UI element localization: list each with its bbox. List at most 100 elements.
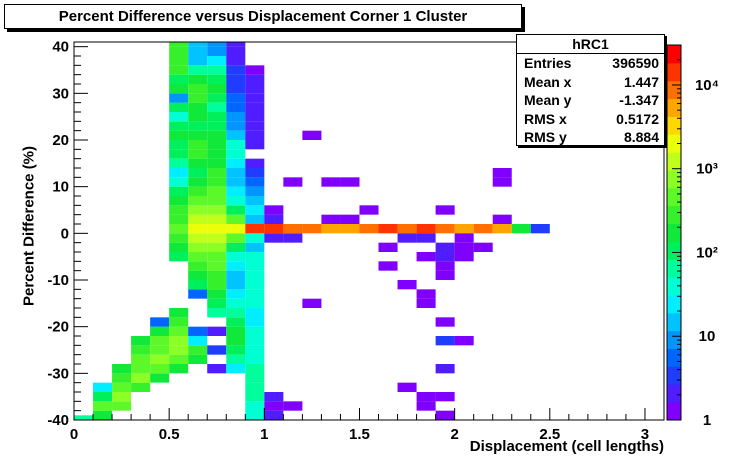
x-axis-label: Displacement (cell lengths) <box>469 438 664 455</box>
heatmap-cell <box>150 326 170 336</box>
heatmap-cell <box>207 42 227 47</box>
heatmap-cell <box>112 382 132 392</box>
heatmap-cell <box>245 224 265 234</box>
heatmap-cell <box>226 233 246 243</box>
heatmap-cell <box>188 233 208 243</box>
heatmap-cell <box>112 401 132 411</box>
y-tick-label: 0 <box>61 225 69 242</box>
heatmap-cell <box>416 224 436 234</box>
heatmap-cell <box>207 196 227 206</box>
heatmap-cell <box>245 326 265 346</box>
stats-value: 1.447 <box>623 73 659 90</box>
heatmap-cell <box>169 196 189 206</box>
heatmap-cell <box>131 345 151 355</box>
heatmap-cell <box>188 196 208 206</box>
heatmap-cell <box>188 93 208 103</box>
heatmap-cell <box>283 224 303 234</box>
heatmap-cell <box>226 177 246 187</box>
stats-label: Mean x <box>524 73 572 90</box>
heatmap-cell <box>435 336 455 346</box>
heatmap-cell <box>226 354 246 364</box>
heatmap-cell <box>245 270 265 290</box>
heatmap-cell <box>207 93 227 103</box>
heatmap-cell <box>416 233 436 243</box>
heatmap-cell <box>245 130 265 140</box>
heatmap-cell <box>188 158 208 168</box>
heatmap-cell <box>112 392 132 402</box>
colorbar-segment <box>667 45 681 64</box>
heatmap-cell <box>207 158 227 168</box>
heatmap-cell <box>397 233 417 243</box>
y-tick-label: -20 <box>47 319 69 336</box>
heatmap-cell <box>188 130 208 140</box>
heatmap-cell <box>207 121 227 131</box>
heatmap-cell <box>188 345 208 355</box>
heatmap-cell <box>169 214 189 224</box>
stats-value: 0.5172 <box>616 110 659 127</box>
heatmap-cell <box>492 214 512 224</box>
heatmap-cell <box>226 224 246 234</box>
heatmap-cell <box>207 252 227 262</box>
heatmap-cell <box>435 205 455 215</box>
heatmap-cell <box>454 242 474 252</box>
heatmap-cell <box>226 186 246 196</box>
heatmap-cell <box>188 102 208 112</box>
heatmap-cell <box>226 112 246 122</box>
heatmap-cell <box>169 205 189 215</box>
heatmap-cell <box>435 410 455 420</box>
heatmap-cell <box>207 270 227 280</box>
colorbar-segment <box>667 205 681 225</box>
heatmap-cell <box>226 196 246 206</box>
heatmap-cell <box>245 196 265 206</box>
heatmap-cell <box>226 252 246 262</box>
heatmap-cell <box>416 392 436 402</box>
heatmap-cell <box>245 74 265 84</box>
heatmap-cell <box>226 74 246 84</box>
x-tick-label: 0.5 <box>159 426 180 443</box>
stats-row-mean-y: Mean y -1.347 <box>517 91 664 110</box>
heatmap-cell <box>188 205 208 215</box>
heatmap-cell <box>435 392 455 402</box>
heatmap-cell <box>226 149 246 159</box>
heatmap-cell <box>454 224 474 234</box>
y-tick-label: 40 <box>52 39 69 56</box>
y-tick-label: 20 <box>52 132 69 149</box>
heatmap-cell <box>150 373 170 383</box>
heatmap-cell <box>264 401 284 411</box>
heatmap-cell <box>245 121 265 131</box>
heatmap-cell <box>245 401 265 420</box>
stats-label: RMS x <box>524 110 567 127</box>
plot-frame <box>73 41 665 421</box>
heatmap-cell <box>207 102 227 112</box>
heatmap-cell <box>169 233 189 243</box>
heatmap-cell <box>188 280 208 290</box>
heatmap-cell <box>226 65 246 75</box>
heatmap-cell <box>207 46 227 56</box>
heatmap-cell <box>283 177 303 187</box>
heatmap-cell <box>302 130 322 140</box>
y-tick-label: 30 <box>52 85 69 102</box>
heatmap-cell <box>169 326 189 336</box>
heatmap-cell <box>435 317 455 327</box>
heatmap-cell <box>226 214 246 224</box>
heatmap-cell <box>492 224 512 234</box>
heatmap-cell <box>169 242 189 252</box>
heatmap-cell <box>245 65 265 75</box>
heatmap-cell <box>245 140 265 150</box>
heatmap-cell <box>131 354 151 364</box>
heatmap-cell <box>207 56 227 66</box>
heatmap-cell <box>245 205 265 215</box>
colorbar-segment <box>667 152 681 171</box>
colorbar-segment <box>667 277 681 296</box>
stats-value: -1.347 <box>619 92 659 108</box>
colorbar-segment <box>667 134 681 153</box>
heatmap-cell <box>188 121 208 131</box>
heatmap-cell <box>207 233 227 243</box>
stats-value: 8.884 <box>623 129 659 145</box>
heatmap-cell <box>188 224 208 234</box>
colorbar-segment <box>667 402 681 421</box>
heatmap-cell <box>397 382 417 392</box>
heatmap-cell <box>207 149 227 159</box>
heatmap-cell <box>207 205 227 215</box>
